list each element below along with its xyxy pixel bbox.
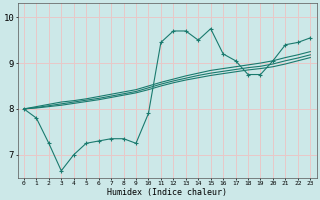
X-axis label: Humidex (Indice chaleur): Humidex (Indice chaleur)	[107, 188, 227, 197]
